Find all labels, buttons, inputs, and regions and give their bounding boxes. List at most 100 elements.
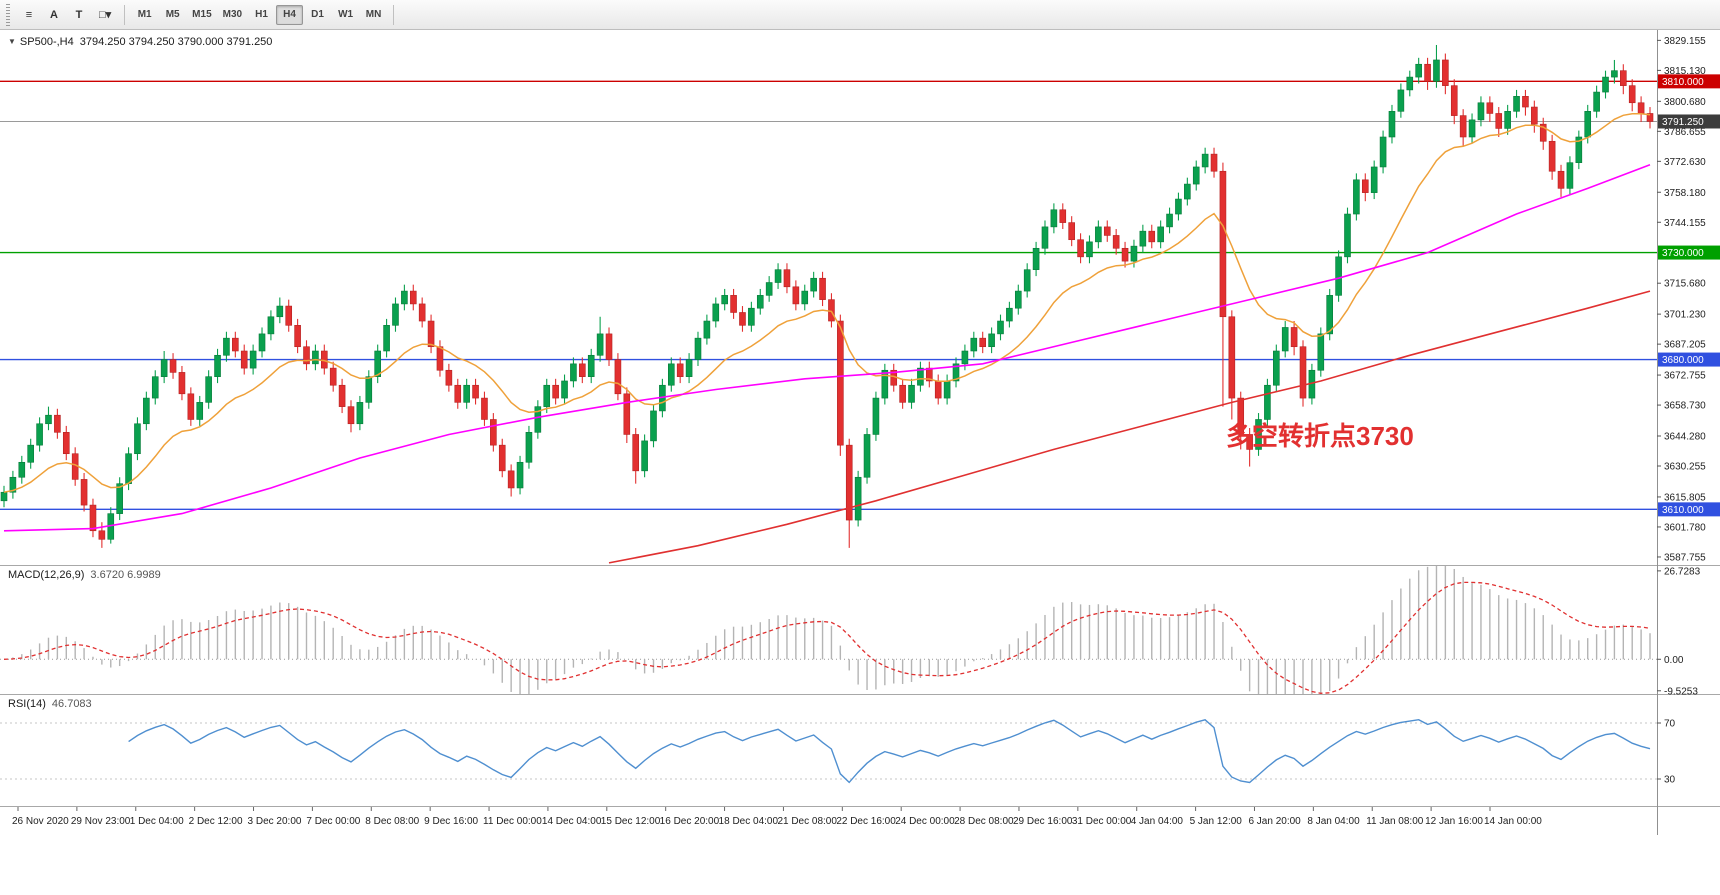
svg-text:12 Jan 16:00: 12 Jan 16:00 [1425, 816, 1483, 827]
svg-text:5 Jan 12:00: 5 Jan 12:00 [1190, 816, 1243, 827]
svg-text:24 Dec 00:00: 24 Dec 00:00 [895, 816, 955, 827]
svg-text:26.7283: 26.7283 [1664, 566, 1701, 577]
hline-price-tag: 3610.000 [1658, 502, 1720, 517]
text-annotation[interactable]: 多空转折点3730 [1226, 421, 1414, 451]
svg-text:2 Dec 12:00: 2 Dec 12:00 [189, 816, 243, 827]
timeframe-m15[interactable]: M15 [187, 5, 216, 25]
svg-text:18 Dec 04:00: 18 Dec 04:00 [719, 816, 779, 827]
svg-text:3730.000: 3730.000 [1662, 248, 1704, 259]
svg-text:14 Jan 00:00: 14 Jan 00:00 [1484, 816, 1542, 827]
svg-text:11 Jan 08:00: 11 Jan 08:00 [1366, 816, 1424, 827]
timeframe-m1[interactable]: M1 [131, 5, 158, 25]
svg-text:3810.000: 3810.000 [1662, 77, 1704, 88]
macd-indicator-label: MACD(12,26,9) 3.6720 6.9989 [8, 569, 161, 581]
svg-text:22 Dec 16:00: 22 Dec 16:00 [836, 816, 896, 827]
svg-text:3829.155: 3829.155 [1664, 36, 1706, 47]
ohlc-values: 3794.250 3794.250 3790.000 3791.250 [79, 36, 273, 48]
hline-price-tag: 3730.000 [1658, 245, 1720, 260]
svg-text:3658.730: 3658.730 [1664, 401, 1706, 412]
svg-text:7 Dec 00:00: 7 Dec 00:00 [306, 816, 360, 827]
candles-layer [0, 44, 1654, 548]
rsi-indicator-label: RSI(14) 46.7083 [8, 698, 92, 710]
bid-price-tag: 3791.250 [1658, 114, 1720, 129]
rsi-value: 46.7083 [51, 698, 92, 710]
toolbar-divider [393, 4, 395, 25]
hline-price-tag: 3810.000 [1658, 74, 1720, 89]
time-axis[interactable]: 26 Nov 2020 29 Nov 23:00 1 Dec 04:00 2 Dec … [12, 807, 1542, 827]
svg-text:1 Dec 04:00: 1 Dec 04:00 [130, 816, 184, 827]
svg-text:3644.280: 3644.280 [1664, 432, 1706, 443]
svg-text:0.00: 0.00 [1664, 655, 1684, 666]
svg-text:11 Dec 00:00: 11 Dec 00:00 [483, 816, 542, 827]
svg-text:8 Dec 08:00: 8 Dec 08:00 [365, 816, 419, 827]
hline-price-tag: 3680.000 [1658, 352, 1720, 367]
ma-fast-line [3, 113, 1651, 493]
svg-text:3772.630: 3772.630 [1664, 157, 1706, 168]
tool-icon-group: ≡ A T □▾ [17, 4, 118, 26]
svg-text:70: 70 [1664, 719, 1676, 730]
svg-text:3630.255: 3630.255 [1664, 462, 1706, 473]
svg-text:30: 30 [1664, 775, 1676, 786]
chart-title: ▼ SP500-,H4 3794.250 3794.250 3790.000 379… [8, 36, 272, 48]
rsi-line [128, 718, 1651, 784]
svg-text:26 Nov 2020: 26 Nov 2020 [12, 816, 69, 827]
svg-text:3687.205: 3687.205 [1664, 340, 1706, 351]
macd-axis[interactable]: 26.7283 0.00 -9.5253 [1657, 566, 1701, 697]
svg-text:16 Dec 20:00: 16 Dec 20:00 [660, 816, 720, 827]
macd-histogram [12, 566, 1651, 694]
macd-signal-line [3, 581, 1651, 694]
timeframe-h1[interactable]: H1 [248, 5, 275, 25]
shapes-tool-icon[interactable]: □▾ [92, 4, 118, 26]
timeframe-group: M1 M5 M15 M30 H1 H4 D1 W1 MN [131, 4, 387, 25]
macd-values: 3.6720 6.9989 [90, 569, 161, 581]
svg-text:14 Dec 04:00: 14 Dec 04:00 [542, 816, 602, 827]
svg-text:3815.130: 3815.130 [1664, 66, 1706, 77]
symbol-period-label: SP500-,H4 [19, 36, 74, 48]
toolbar-divider [124, 4, 126, 25]
svg-text:29 Nov 23:00: 29 Nov 23:00 [71, 816, 131, 827]
price-axis[interactable]: 3829.155 3815.130 3800.680 3786.655 3772.630… [1657, 36, 1706, 564]
timeframe-m30[interactable]: M30 [218, 5, 247, 25]
svg-text:31 Dec 00:00: 31 Dec 00:00 [1072, 816, 1132, 827]
timeframe-mn[interactable]: MN [360, 5, 387, 25]
rsi-axis[interactable]: 70 30 [1657, 719, 1676, 786]
svg-text:3615.805: 3615.805 [1664, 492, 1706, 503]
timeframe-h4[interactable]: H4 [276, 4, 304, 25]
svg-text:3680.000: 3680.000 [1662, 355, 1704, 366]
ma-mid-line [3, 164, 1651, 532]
svg-text:3744.155: 3744.155 [1664, 218, 1706, 229]
svg-text:15 Dec 12:00: 15 Dec 12:00 [601, 816, 661, 827]
timeframe-w1[interactable]: W1 [332, 5, 359, 25]
svg-text:3 Dec 20:00: 3 Dec 20:00 [248, 816, 302, 827]
svg-text:3610.000: 3610.000 [1662, 505, 1704, 516]
svg-text:3715.680: 3715.680 [1664, 279, 1706, 290]
chart-list-icon[interactable]: ≡ [17, 4, 41, 26]
chart-collapse-icon[interactable]: ▼ [8, 37, 16, 46]
svg-text:3672.755: 3672.755 [1664, 371, 1706, 382]
timeframe-d1[interactable]: D1 [304, 5, 331, 25]
svg-text:3587.755: 3587.755 [1664, 552, 1706, 563]
svg-text:3800.680: 3800.680 [1664, 97, 1706, 108]
svg-text:3601.780: 3601.780 [1664, 522, 1706, 533]
svg-text:29 Dec 16:00: 29 Dec 16:00 [1013, 816, 1073, 827]
svg-text:4 Jan 04:00: 4 Jan 04:00 [1131, 816, 1184, 827]
toolbar-grip[interactable] [4, 3, 13, 26]
svg-text:28 Dec 08:00: 28 Dec 08:00 [954, 816, 1014, 827]
ma-slow-line [608, 290, 1651, 564]
cursor-tool-icon[interactable]: A [42, 4, 66, 26]
svg-text:3786.655: 3786.655 [1664, 127, 1706, 138]
rsi-name: RSI(14) [8, 698, 46, 710]
svg-text:-9.5253: -9.5253 [1664, 686, 1698, 697]
svg-text:6 Jan 20:00: 6 Jan 20:00 [1248, 816, 1301, 827]
svg-text:3701.230: 3701.230 [1664, 310, 1706, 321]
svg-text:3758.180: 3758.180 [1664, 188, 1706, 199]
text-tool-icon[interactable]: T [67, 4, 91, 26]
svg-text:9 Dec 16:00: 9 Dec 16:00 [424, 816, 478, 827]
macd-name: MACD(12,26,9) [8, 569, 85, 581]
svg-text:8 Jan 04:00: 8 Jan 04:00 [1307, 816, 1360, 827]
svg-text:21 Dec 08:00: 21 Dec 08:00 [777, 816, 837, 827]
hlines-layer[interactable] [0, 80, 1657, 511]
timeframe-m5[interactable]: M5 [159, 5, 186, 25]
